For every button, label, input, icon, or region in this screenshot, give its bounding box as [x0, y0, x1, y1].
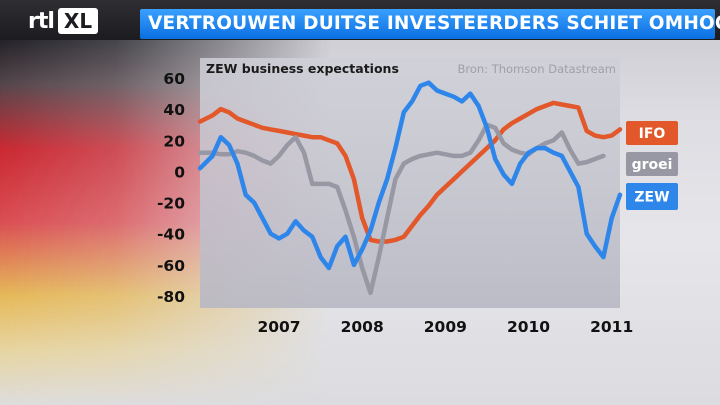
- plot-area: [200, 58, 620, 308]
- y-tick-label: 20: [163, 132, 185, 150]
- chart-source: Bron: Thomson Datastream: [457, 62, 616, 76]
- series-lines: [197, 80, 623, 296]
- x-tick-label: 2010: [507, 318, 550, 336]
- y-tick-label: 40: [163, 101, 185, 119]
- x-tick-label: 2007: [257, 318, 300, 336]
- rtl-xl-logo: rtl XL: [28, 7, 99, 35]
- y-tick-label: -80: [157, 288, 185, 306]
- y-tick-label: 60: [163, 70, 185, 88]
- series-line-zew: [197, 80, 623, 271]
- logo-badge: XL: [57, 8, 99, 34]
- legend-box-ifo: [626, 121, 678, 145]
- series-line-ifo: [197, 100, 623, 244]
- headline-text: VERTROUWEN DUITSE INVESTEERDERS SCHIET O…: [148, 13, 720, 34]
- y-tick-label: 0: [174, 163, 185, 181]
- y-tick-label: -20: [157, 195, 185, 213]
- legend-label-ifo: IFO: [639, 126, 666, 142]
- x-tick-label: 2009: [424, 318, 467, 336]
- logo-text: rtl: [28, 8, 55, 34]
- legend-label-zew: ZEW: [634, 190, 669, 206]
- headline-banner: VERTROUWEN DUITSE INVESTEERDERS SCHIET O…: [140, 9, 720, 39]
- x-tick-label: 2008: [341, 318, 384, 336]
- chart-title: ZEW business expectations: [206, 61, 399, 76]
- y-tick-label: -60: [157, 257, 185, 275]
- legend: IFO groei ZEW: [626, 121, 678, 210]
- x-axis: 2007 2008 2009 2010 2011: [257, 318, 633, 336]
- legend-box-groei: [626, 152, 678, 176]
- legend-box-zew: [626, 183, 678, 210]
- y-axis: 60 40 20 0 -20 -40 -60 -80: [157, 70, 185, 306]
- legend-label-groei: groei: [632, 157, 673, 173]
- x-tick-label: 2011: [590, 318, 633, 336]
- y-tick-label: -40: [157, 226, 185, 244]
